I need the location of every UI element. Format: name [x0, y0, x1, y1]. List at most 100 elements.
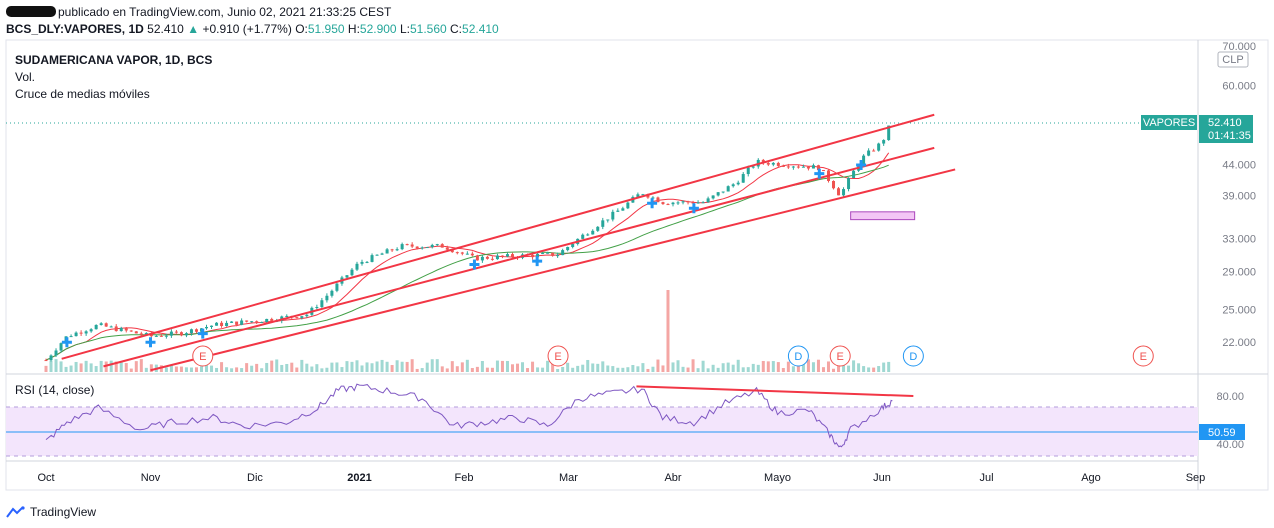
candle-body — [771, 162, 775, 165]
legend-indicator[interactable]: Cruce de medias móviles — [15, 87, 150, 101]
volume-bar — [430, 359, 434, 372]
moving-averages — [45, 152, 890, 361]
buy-marker-icon — [814, 168, 825, 179]
volume-bar — [340, 367, 344, 372]
candle-body — [470, 253, 474, 256]
volume-bar — [64, 366, 68, 372]
brand-logo[interactable]: TradingView — [6, 505, 96, 519]
candle-body — [225, 322, 229, 327]
volume-bar — [852, 360, 856, 372]
volume-bar — [235, 367, 239, 372]
volume-bar — [826, 361, 830, 372]
buy-marker-icon — [145, 337, 156, 348]
volume-bar — [877, 366, 881, 372]
channel-lines[interactable] — [61, 113, 956, 372]
volume-bar — [390, 365, 394, 372]
volume-bar — [601, 361, 605, 372]
rsi-axis-label: 80.00 — [1216, 391, 1244, 403]
candle-body — [666, 204, 670, 206]
symbol-tag-text: VAPORES — [1143, 117, 1195, 129]
earnings-marker-icon — [829, 345, 851, 367]
candle-body — [350, 269, 354, 276]
low-label: L: — [399, 22, 410, 36]
earnings-marker-icon — [192, 345, 214, 367]
volume-bar — [295, 367, 299, 372]
candle-body — [721, 191, 725, 193]
volume-bar — [470, 368, 474, 372]
volume-bar — [581, 364, 585, 372]
rsi-layer — [45, 383, 914, 448]
candle-body — [205, 326, 209, 329]
volume-bar — [94, 366, 98, 372]
time-axis-label: Oct — [37, 472, 54, 484]
volume-bar — [671, 362, 675, 372]
rsi-label[interactable]: RSI (14, close) — [15, 383, 94, 397]
volume-bar — [485, 367, 489, 372]
candle-body — [531, 254, 535, 258]
volume-bar — [54, 359, 58, 372]
candle-body — [837, 188, 841, 196]
candle-body — [490, 258, 494, 260]
currency-box[interactable] — [1217, 51, 1249, 68]
time-axis[interactable]: Oct Nov Dic 2021 Feb Mar Abr Mayo Jun Jul Ago Sep — [37, 472, 1205, 484]
candle-body — [69, 336, 73, 338]
volume-bar — [821, 367, 825, 372]
symbol-label[interactable]: BCS_DLY:VAPORES, 1D — [6, 22, 144, 36]
volume-bar — [245, 363, 249, 372]
candle-body — [425, 247, 429, 249]
candle-body — [867, 150, 871, 156]
redacted-author — [6, 6, 56, 17]
volume-bar — [721, 363, 725, 372]
time-axis-label: Abr — [664, 472, 681, 484]
candle-body — [505, 254, 509, 257]
volume-bar — [776, 362, 780, 372]
volume-bar — [591, 363, 595, 372]
volume-bar — [124, 363, 128, 372]
price-axis[interactable]: 70.000 60.000 44.000 39.000 33.000 29.000 25.0… — [1222, 41, 1256, 349]
candle-body — [786, 166, 790, 168]
volume-bar — [275, 359, 279, 372]
volume-bar — [791, 366, 795, 372]
candle-body — [465, 253, 469, 255]
candle-body — [184, 333, 188, 336]
dividend-marker-label: D — [909, 351, 917, 363]
symbol-tag — [1141, 115, 1197, 130]
volume-bar — [867, 367, 871, 372]
channel-line — [61, 113, 935, 360]
volume-bar — [205, 364, 209, 372]
candle-body — [74, 332, 78, 337]
candle-body — [114, 326, 118, 332]
candle-body — [99, 323, 103, 325]
candle-body — [220, 322, 224, 327]
volume-bar — [425, 362, 429, 372]
candle-body — [475, 255, 479, 261]
volume-bar — [857, 363, 861, 372]
candle-body — [445, 247, 449, 250]
time-axis-label: Mar — [559, 472, 578, 484]
price-axis-label: 39.000 — [1222, 191, 1256, 203]
price-tag-value: 52.410 — [1208, 117, 1242, 129]
volume-bar — [270, 360, 274, 372]
volume-bar — [260, 368, 264, 372]
candle-body — [852, 170, 856, 179]
candle-body — [169, 331, 173, 336]
candle-body — [485, 256, 489, 259]
volume-bar — [872, 367, 876, 372]
earnings-marker-icon — [547, 345, 569, 367]
legend-title[interactable]: SUDAMERICANA VAPOR, 1D, BCS — [15, 53, 212, 67]
candle-body — [245, 320, 249, 322]
candle-body — [119, 328, 123, 332]
buy-marker-icon — [469, 259, 480, 270]
volume-bar — [225, 367, 229, 372]
candle-body — [355, 263, 359, 270]
candle-body — [862, 155, 866, 166]
candle-body — [49, 355, 53, 361]
publish-info: publicado en TradingView.com, Junio 02, … — [6, 5, 391, 19]
highlight-box[interactable] — [850, 211, 916, 221]
volume-bar — [526, 368, 530, 372]
volume-bar — [606, 365, 610, 372]
candle-body — [671, 202, 675, 205]
legend-volume[interactable]: Vol. — [15, 70, 35, 84]
